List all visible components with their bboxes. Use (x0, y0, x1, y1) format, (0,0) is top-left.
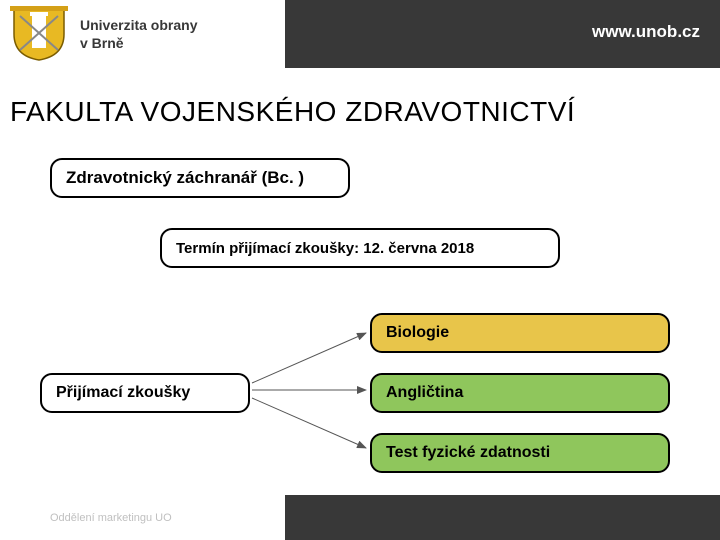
university-line1: Univerzita obrany (80, 17, 197, 33)
english-label: Angličtina (386, 384, 463, 402)
fitness-label: Test fyzické zdatnosti (386, 444, 550, 462)
exam-date-label: Termín přijímací zkoušky: 12. června 201… (176, 240, 474, 257)
exam-date-box: Termín přijímací zkoušky: 12. června 201… (160, 228, 560, 268)
english-box: Angličtina (370, 373, 670, 413)
fitness-box: Test fyzické zdatnosti (370, 433, 670, 473)
program-box: Zdravotnický záchranář (Bc. ) (50, 158, 350, 198)
footer-text: Oddělení marketingu UO (50, 512, 172, 524)
page-title: FAKULTA VOJENSKÉHO ZDRAVOTNICTVÍ (10, 96, 720, 128)
footer-bar: Oddělení marketingu UO (0, 495, 720, 540)
university-name: Univerzita obrany v Brně (80, 17, 197, 51)
biology-label: Biologie (386, 324, 449, 342)
program-label: Zdravotnický záchranář (Bc. ) (66, 168, 304, 188)
exams-source-label: Přijímací zkoušky (56, 384, 190, 402)
exams-source-box: Přijímací zkoušky (40, 373, 250, 413)
footer-white-panel: Oddělení marketingu UO (0, 495, 285, 540)
diagram-area: Zdravotnický záchranář (Bc. ) Termín při… (0, 128, 720, 538)
header-bar: Univerzita obrany v Brně www.unob.cz (0, 0, 720, 68)
header-white-panel: Univerzita obrany v Brně (0, 0, 285, 68)
university-crest (8, 6, 70, 62)
university-line2: v Brně (80, 35, 197, 51)
header-url: www.unob.cz (592, 22, 700, 42)
biology-box: Biologie (370, 313, 670, 353)
